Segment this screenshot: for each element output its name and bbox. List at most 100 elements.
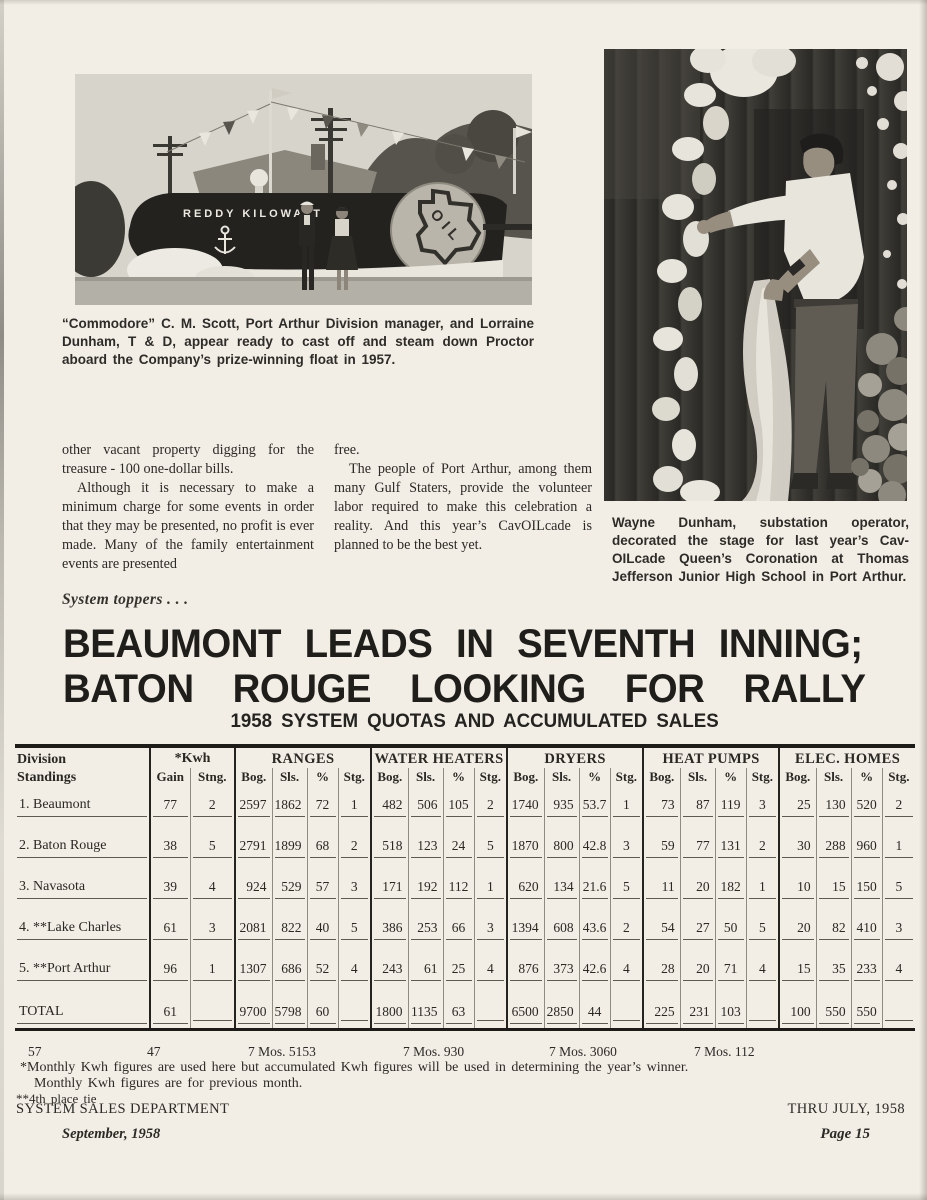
table-cell: 1394: [506, 912, 545, 953]
kwh-header: *Kwh: [148, 746, 236, 768]
table-cell: 2: [881, 789, 916, 830]
table-cell: 550: [815, 994, 852, 1029]
column-header: %: [306, 768, 339, 789]
table-cell: 28: [642, 953, 681, 994]
table-cell: 50: [714, 912, 747, 953]
table-cell: 131: [714, 830, 747, 871]
column-header: %: [850, 768, 883, 789]
table-cell: 518: [370, 830, 409, 871]
page-number: Page 15: [820, 1126, 870, 1142]
table-cell: 4: [745, 953, 780, 994]
page-edge-right: [919, 0, 927, 1200]
table-cell: 20: [679, 953, 716, 994]
division-cell: TOTAL: [15, 994, 150, 1029]
table-cell: 2791: [234, 830, 273, 871]
wayne-figure: [697, 133, 864, 489]
table-cell: 20: [679, 871, 716, 912]
table-cell: 100: [778, 994, 817, 1029]
table-cell: 10: [778, 871, 817, 912]
table-cell: 25: [778, 789, 817, 830]
table-cell: 1870: [506, 830, 545, 871]
table-cell: 288: [815, 830, 852, 871]
table-cell: 620: [506, 871, 545, 912]
table-cell: 1: [337, 789, 372, 830]
body-column-2: free. The people of Port Arthur, among t…: [334, 441, 592, 555]
table-cell: [745, 994, 780, 1029]
table-cell: 9700: [234, 994, 273, 1029]
group-header-row: Division Standings *Kwh RANGES WATER HEA…: [15, 746, 916, 785]
group-header-elec-homes: ELEC. HOMES: [778, 746, 916, 768]
table-cell: 61: [149, 994, 190, 1029]
table-cell: 1: [473, 871, 508, 912]
table-cell: 6500: [506, 994, 545, 1029]
table-row: 5. **Port Arthur 96 1 1307 686 52 4 243 61 25 4 876…: [15, 953, 916, 994]
table-cell: 608: [543, 912, 580, 953]
table-cell: 5: [473, 830, 508, 871]
table-cell: [609, 994, 644, 1029]
table-cell: 550: [850, 994, 883, 1029]
table-cell: 63: [442, 994, 475, 1029]
headline: BEAUMONT LEADS IN SEVENTH INNING; BATON …: [63, 622, 889, 712]
column-header: Stg.: [745, 768, 780, 789]
column-header: %: [714, 768, 747, 789]
column-header: Gain: [149, 768, 190, 789]
table-cell: 3: [337, 871, 372, 912]
table-cell: 253: [407, 912, 444, 953]
group-header-water-heaters: WATER HEATERS: [370, 746, 508, 768]
table-cell: 134: [543, 871, 580, 912]
table-cell: 44: [578, 994, 611, 1029]
table-cell: 150: [850, 871, 883, 912]
table-cell: 2: [189, 789, 236, 830]
table-row: 3. Navasota 39 4 924 529 57 3 171 192 112 1 620 134 2…: [15, 871, 916, 912]
table-cell: 2: [337, 830, 372, 871]
table-cell: 386: [370, 912, 409, 953]
table-cell: 24: [442, 830, 475, 871]
table-cell: 77: [149, 789, 190, 830]
table-cell: [337, 994, 372, 1029]
division-cell: 3. Navasota: [15, 871, 150, 912]
scan-speckles: [856, 53, 907, 289]
table-cell: 192: [407, 871, 444, 912]
table-cell: 68: [306, 830, 339, 871]
table-cell: 482: [370, 789, 409, 830]
headline-line-2: BATON ROUGE LOOKING FOR RALLY: [63, 667, 866, 711]
column-header: Stng.: [189, 768, 236, 789]
table-cell: 61: [149, 912, 190, 953]
table-cell: 4: [881, 953, 916, 994]
table-cell: 5: [609, 871, 644, 912]
table-cell: 960: [850, 830, 883, 871]
table-cell: 3: [745, 789, 780, 830]
table-cell: 52: [306, 953, 339, 994]
division-cell: 5. **Port Arthur: [15, 953, 150, 994]
table-cell: 5: [189, 830, 236, 871]
table-cell: 42.8: [578, 830, 611, 871]
table-cell: 2: [745, 830, 780, 871]
left-photo-caption: “Commodore” C. M. Scott, Port Arthur Div…: [62, 316, 534, 368]
division-cell: 1. Beaumont: [15, 789, 150, 830]
table-cell: 231: [679, 994, 716, 1029]
table-cell: 96: [149, 953, 190, 994]
body-column-1: other vacant property digging for the tr…: [62, 441, 314, 574]
column-header: Stg.: [337, 768, 372, 789]
mos-value: 7 Mos. 112: [694, 1044, 755, 1059]
headline-line-1: BEAUMONT LEADS IN SEVENTH INNING;: [63, 622, 863, 666]
table-cell: 82: [815, 912, 852, 953]
table-cell: 2: [473, 789, 508, 830]
page-edge-bottom: [0, 1193, 927, 1200]
table-cell: 1899: [271, 830, 308, 871]
table-cell: 25: [442, 953, 475, 994]
table-cell: 11: [642, 871, 681, 912]
division-cell: 2. Baton Rouge: [15, 830, 150, 871]
division-header: Division Standings: [17, 752, 77, 786]
table-cell: 506: [407, 789, 444, 830]
table-cell: 5: [881, 871, 916, 912]
float-sign-text: REDDY KILOWATT: [183, 208, 323, 220]
table-cell: 130: [815, 789, 852, 830]
column-header: Stg.: [473, 768, 508, 789]
stage-foliage: [851, 307, 907, 501]
table-cell: 822: [271, 912, 308, 953]
table-cell: 935: [543, 789, 580, 830]
footnote-kwh: *Monthly Kwh figures are used here but a…: [20, 1060, 689, 1075]
mos-value: 57: [28, 1044, 42, 1059]
